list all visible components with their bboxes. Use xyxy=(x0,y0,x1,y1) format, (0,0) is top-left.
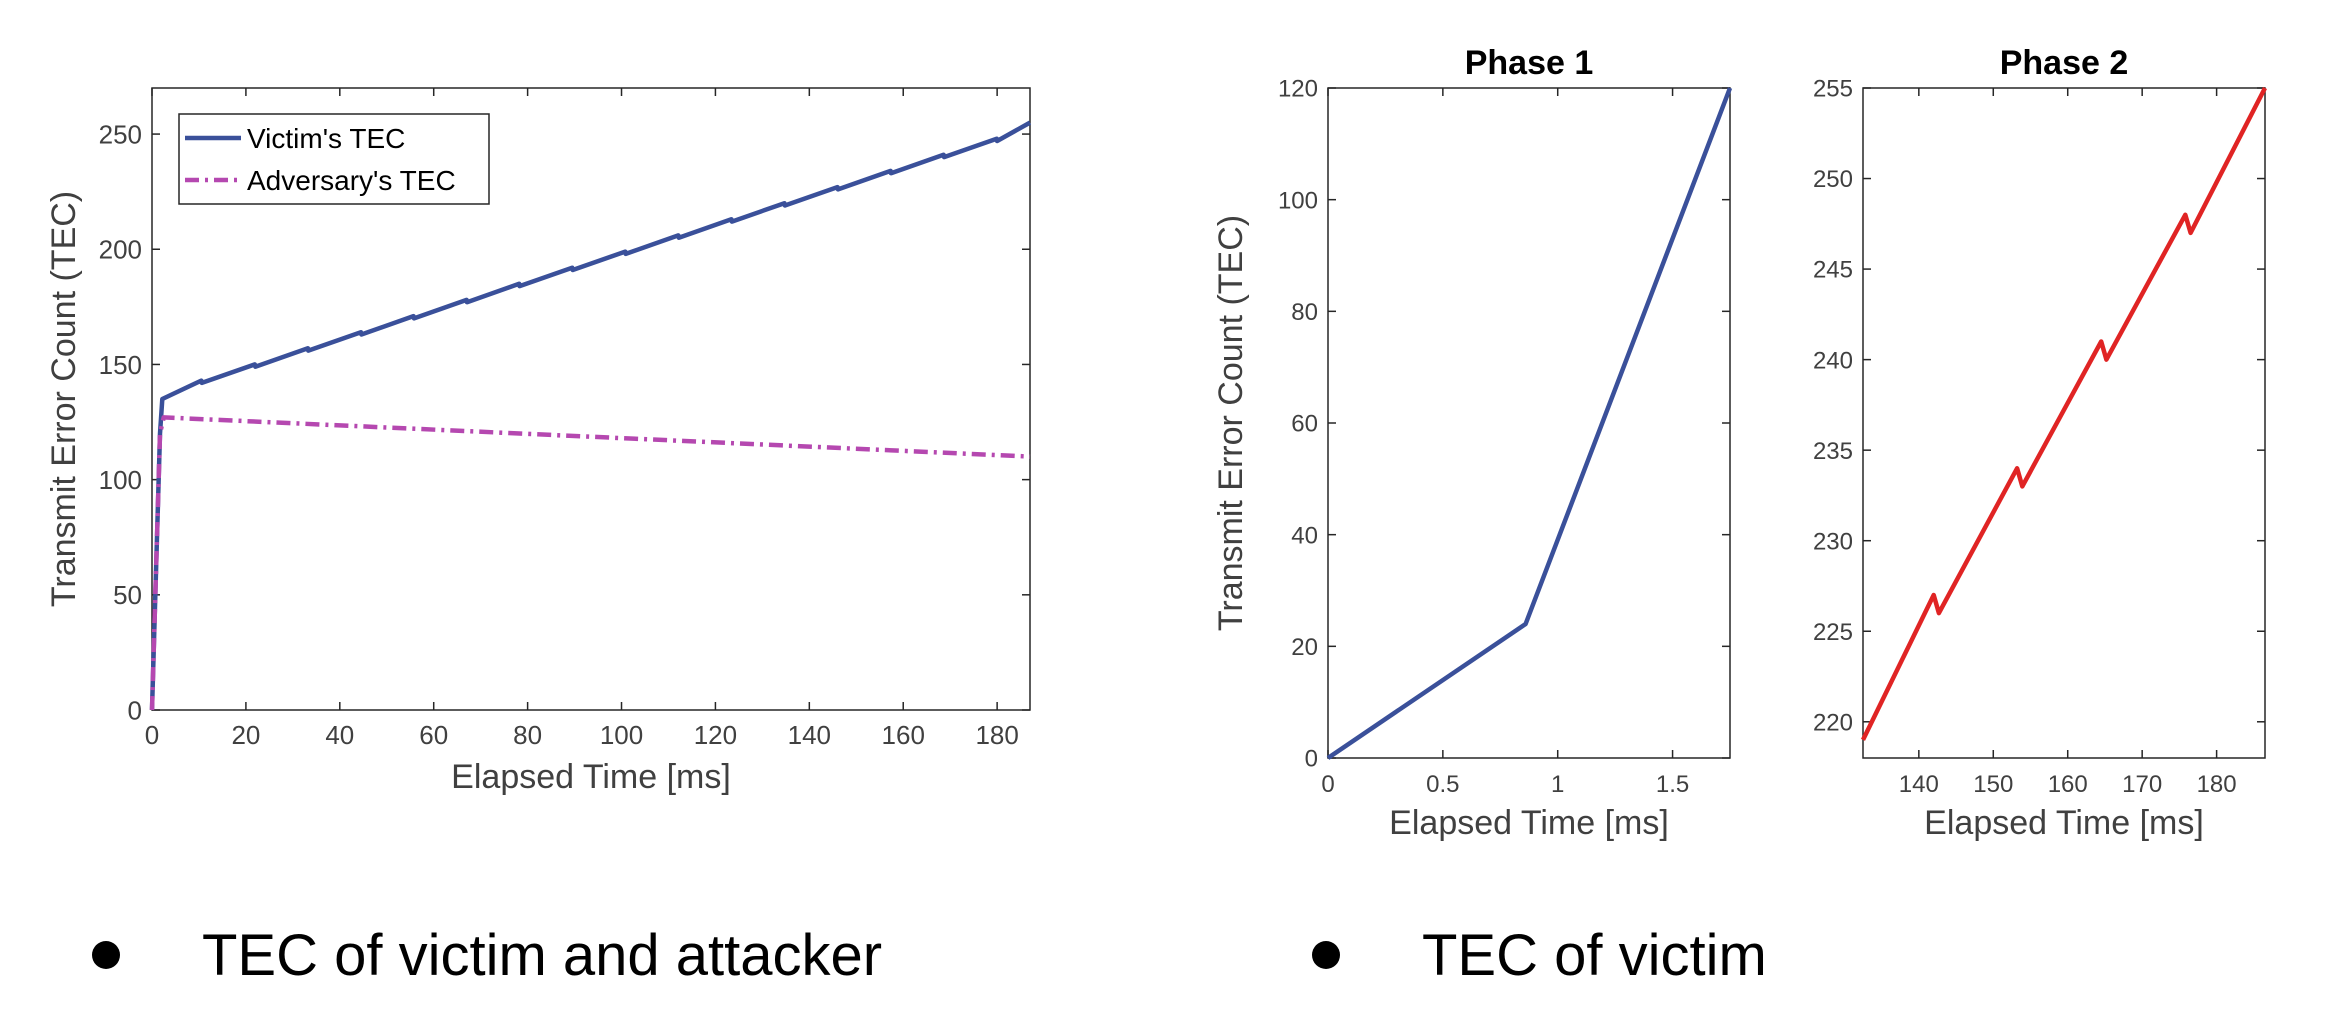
chart-title: Phase 2 xyxy=(2000,44,2129,82)
bullet-text: TEC of victim and attacker xyxy=(202,922,883,988)
legend-label: Adversary's TEC xyxy=(247,165,456,196)
x-tick-label: 40 xyxy=(325,720,354,750)
series-line-2 xyxy=(149,415,1031,711)
legend-box xyxy=(178,113,490,205)
y-tick-label: 250 xyxy=(99,119,142,149)
y-tick-label: 50 xyxy=(113,580,142,610)
x-tick-label: 180 xyxy=(2197,771,2237,798)
y-tick-label: 235 xyxy=(1813,438,1853,465)
y-tick-label: 245 xyxy=(1813,257,1853,284)
x-tick-label: 20 xyxy=(231,720,260,750)
bullet-item: TEC of victim xyxy=(1312,915,1767,995)
y-axis-label: Transmit Error Count (TEC) xyxy=(45,191,83,607)
x-tick-label: 150 xyxy=(1973,771,2013,798)
plot-frame xyxy=(1327,87,1731,759)
bullet-dot xyxy=(1312,941,1340,969)
y-tick-label: 150 xyxy=(99,350,142,380)
bullet-item: TEC of victim and attacker xyxy=(92,915,882,995)
chart-title: Phase 1 xyxy=(1465,44,1594,82)
y-tick-label: 100 xyxy=(1278,187,1318,214)
x-tick-label: 1 xyxy=(1551,771,1564,798)
x-tick-label: 170 xyxy=(2122,771,2162,798)
x-tick-label: 60 xyxy=(419,720,448,750)
x-tick-label: 100 xyxy=(600,720,643,750)
x-tick-label: 160 xyxy=(2048,771,2088,798)
bullet-dot xyxy=(92,941,120,969)
y-tick-label: 220 xyxy=(1813,709,1853,736)
y-tick-label: 40 xyxy=(1291,522,1318,549)
y-axis-label: Transmit Error Count (TEC) xyxy=(1212,215,1250,631)
x-tick-label: 80 xyxy=(513,720,542,750)
legend-label: Victim's TEC xyxy=(247,123,405,154)
y-tick-label: 60 xyxy=(1291,411,1318,438)
bullet-text: TEC of victim xyxy=(1422,922,1767,988)
y-tick-label: 100 xyxy=(99,465,142,495)
series-line-1 xyxy=(149,120,1032,711)
y-tick-label: 0 xyxy=(1305,746,1318,773)
x-tick-label: 0 xyxy=(145,720,159,750)
series-line-1 xyxy=(1326,87,1733,760)
plot-frame xyxy=(1862,87,2266,759)
x-tick-label: 160 xyxy=(882,720,925,750)
y-tick-label: 200 xyxy=(99,235,142,265)
y-tick-label: 20 xyxy=(1291,634,1318,661)
y-tick-label: 225 xyxy=(1813,619,1853,646)
x-axis-label: Elapsed Time [ms] xyxy=(1924,804,2204,842)
y-tick-label: 230 xyxy=(1813,528,1853,555)
y-tick-label: 0 xyxy=(128,695,142,725)
x-tick-label: 180 xyxy=(975,720,1018,750)
x-axis-label: Elapsed Time [ms] xyxy=(1389,804,1669,842)
x-tick-label: 140 xyxy=(1899,771,1939,798)
x-tick-label: 140 xyxy=(788,720,831,750)
y-tick-label: 250 xyxy=(1813,166,1853,193)
chart-1: 0 20 40 60 80 100 120 140 160 180 0 50 100 150 200 250 E… xyxy=(45,87,1032,796)
series-line-1 xyxy=(1860,86,2268,741)
y-tick-label: 255 xyxy=(1813,76,1853,103)
y-tick-label: 120 xyxy=(1278,76,1318,103)
x-axis-label: Elapsed Time [ms] xyxy=(451,758,731,796)
y-tick-label: 80 xyxy=(1291,299,1318,326)
x-tick-label: 0 xyxy=(1321,771,1334,798)
x-tick-label: 120 xyxy=(694,720,737,750)
y-tick-label: 240 xyxy=(1813,347,1853,374)
x-tick-label: 0.5 xyxy=(1426,771,1459,798)
chart-3: 140 150 160 170 180 220 225 230 235 240 245 250 255 E… xyxy=(1813,44,2268,842)
chart-2: 0 0.5 1 1.5 0 20 40 60 80 100 120 Elapsed Time [ms]… xyxy=(1212,44,1733,842)
x-tick-label: 1.5 xyxy=(1656,771,1689,798)
